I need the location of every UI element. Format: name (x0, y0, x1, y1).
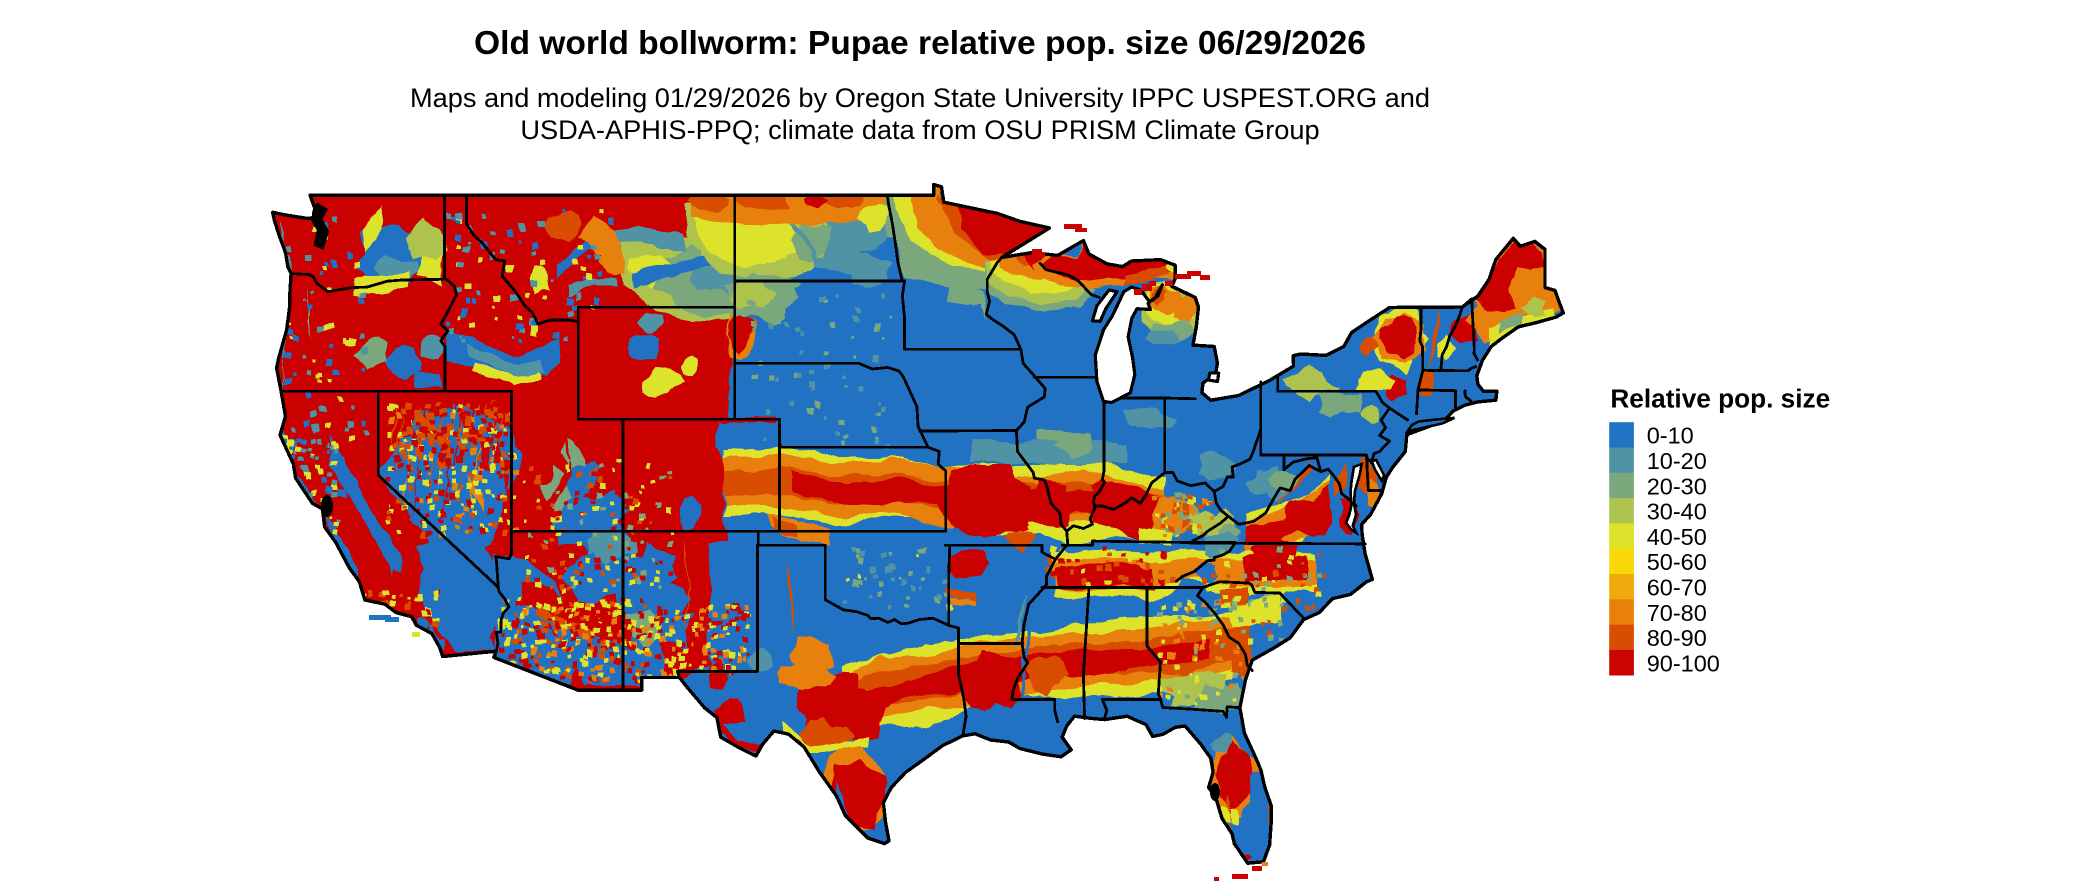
svg-text:0-10: 0-10 (1647, 423, 1694, 449)
svg-text:70-80: 70-80 (1647, 600, 1707, 626)
svg-text:90-100: 90-100 (1647, 650, 1720, 676)
svg-text:50-60: 50-60 (1647, 549, 1707, 575)
svg-text:40-50: 40-50 (1647, 524, 1707, 550)
svg-text:20-30: 20-30 (1647, 473, 1707, 499)
svg-text:Relative pop. size: Relative pop. size (1610, 384, 1830, 414)
svg-text:10-20: 10-20 (1647, 448, 1707, 474)
svg-text:60-70: 60-70 (1647, 575, 1707, 601)
svg-text:30-40: 30-40 (1647, 499, 1707, 525)
svg-text:80-90: 80-90 (1647, 625, 1707, 651)
